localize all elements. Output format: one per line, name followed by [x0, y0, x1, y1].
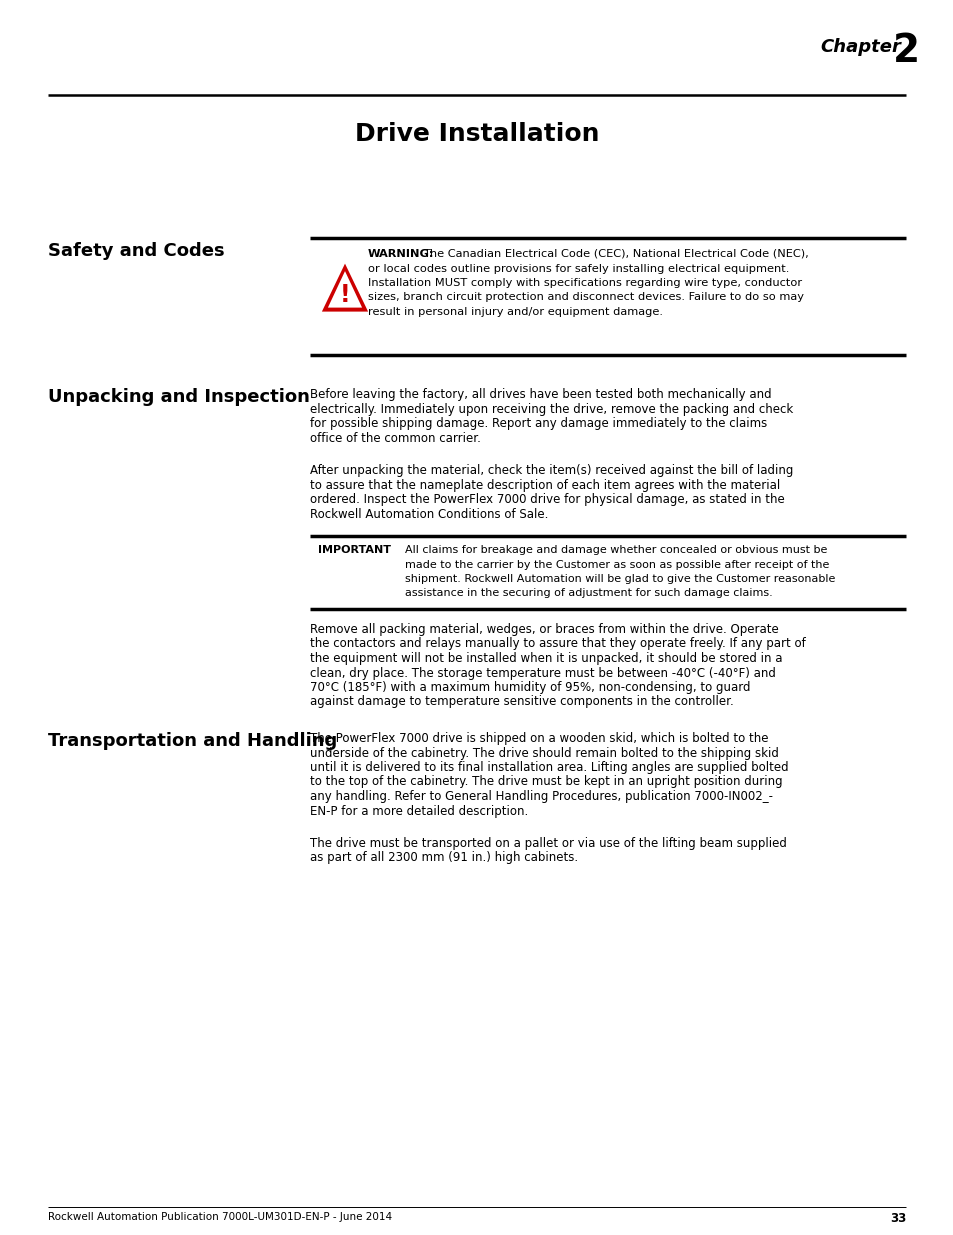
- Text: to the top of the cabinetry. The drive must be kept in an upright position durin: to the top of the cabinetry. The drive m…: [310, 776, 781, 788]
- Text: or local codes outline provisions for safely installing electrical equipment.: or local codes outline provisions for sa…: [368, 263, 788, 273]
- Text: After unpacking the material, check the item(s) received against the bill of lad: After unpacking the material, check the …: [310, 464, 793, 477]
- Text: IMPORTANT: IMPORTANT: [317, 545, 391, 555]
- Text: 2: 2: [892, 32, 919, 70]
- Text: against damage to temperature sensitive components in the controller.: against damage to temperature sensitive …: [310, 695, 733, 709]
- Polygon shape: [321, 263, 368, 311]
- Text: the contactors and relays manually to assure that they operate freely. If any pa: the contactors and relays manually to as…: [310, 637, 805, 651]
- Text: ordered. Inspect the PowerFlex 7000 drive for physical damage, as stated in the: ordered. Inspect the PowerFlex 7000 driv…: [310, 493, 784, 506]
- Text: Chapter: Chapter: [820, 38, 900, 56]
- Text: Remove all packing material, wedges, or braces from within the drive. Operate: Remove all packing material, wedges, or …: [310, 622, 778, 636]
- Text: shipment. Rockwell Automation will be glad to give the Customer reasonable: shipment. Rockwell Automation will be gl…: [405, 574, 835, 584]
- Polygon shape: [328, 272, 362, 308]
- Text: for possible shipping damage. Report any damage immediately to the claims: for possible shipping damage. Report any…: [310, 417, 766, 430]
- Text: clean, dry place. The storage temperature must be between -40°C (-40°F) and: clean, dry place. The storage temperatur…: [310, 667, 775, 679]
- Text: EN-P for a more detailed description.: EN-P for a more detailed description.: [310, 804, 528, 818]
- Text: 70°C (185°F) with a maximum humidity of 95%, non-condensing, to guard: 70°C (185°F) with a maximum humidity of …: [310, 680, 750, 694]
- Text: the equipment will not be installed when it is unpacked, it should be stored in : the equipment will not be installed when…: [310, 652, 781, 664]
- Text: result in personal injury and/or equipment damage.: result in personal injury and/or equipme…: [368, 308, 662, 317]
- Text: Rockwell Automation Conditions of Sale.: Rockwell Automation Conditions of Sale.: [310, 508, 548, 520]
- Text: Drive Installation: Drive Installation: [355, 122, 598, 146]
- Text: Safety and Codes: Safety and Codes: [48, 242, 224, 261]
- Text: The PowerFlex 7000 drive is shipped on a wooden skid, which is bolted to the: The PowerFlex 7000 drive is shipped on a…: [310, 732, 768, 745]
- Text: electrically. Immediately upon receiving the drive, remove the packing and check: electrically. Immediately upon receiving…: [310, 403, 792, 415]
- Text: Transportation and Handling: Transportation and Handling: [48, 732, 337, 750]
- Text: until it is delivered to its final installation area. Lifting angles are supplie: until it is delivered to its final insta…: [310, 761, 788, 774]
- Text: underside of the cabinetry. The drive should remain bolted to the shipping skid: underside of the cabinetry. The drive sh…: [310, 746, 778, 760]
- Text: Unpacking and Inspection: Unpacking and Inspection: [48, 388, 310, 406]
- Text: The drive must be transported on a pallet or via use of the lifting beam supplie: The drive must be transported on a palle…: [310, 837, 786, 850]
- Text: Rockwell Automation Publication 7000L-UM301D-EN-P - June 2014: Rockwell Automation Publication 7000L-UM…: [48, 1212, 392, 1221]
- Text: office of the common carrier.: office of the common carrier.: [310, 431, 480, 445]
- Text: made to the carrier by the Customer as soon as possible after receipt of the: made to the carrier by the Customer as s…: [405, 559, 828, 569]
- Text: assistance in the securing of adjustment for such damage claims.: assistance in the securing of adjustment…: [405, 589, 772, 599]
- Text: to assure that the nameplate description of each item agrees with the material: to assure that the nameplate description…: [310, 478, 780, 492]
- Text: !: !: [339, 283, 350, 308]
- Text: The Canadian Electrical Code (CEC), National Electrical Code (NEC),: The Canadian Electrical Code (CEC), Nati…: [422, 249, 808, 259]
- Text: 33: 33: [889, 1212, 905, 1225]
- Text: All claims for breakage and damage whether concealed or obvious must be: All claims for breakage and damage wheth…: [405, 545, 826, 555]
- Text: as part of all 2300 mm (91 in.) high cabinets.: as part of all 2300 mm (91 in.) high cab…: [310, 851, 578, 864]
- Text: Before leaving the factory, all drives have been tested both mechanically and: Before leaving the factory, all drives h…: [310, 388, 771, 401]
- Text: any handling. Refer to General Handling Procedures, publication 7000-IN002_-: any handling. Refer to General Handling …: [310, 790, 772, 803]
- Text: Installation MUST comply with specifications regarding wire type, conductor: Installation MUST comply with specificat…: [368, 278, 801, 288]
- Text: sizes, branch circuit protection and disconnect devices. Failure to do so may: sizes, branch circuit protection and dis…: [368, 293, 803, 303]
- Text: WARNING:: WARNING:: [368, 249, 434, 259]
